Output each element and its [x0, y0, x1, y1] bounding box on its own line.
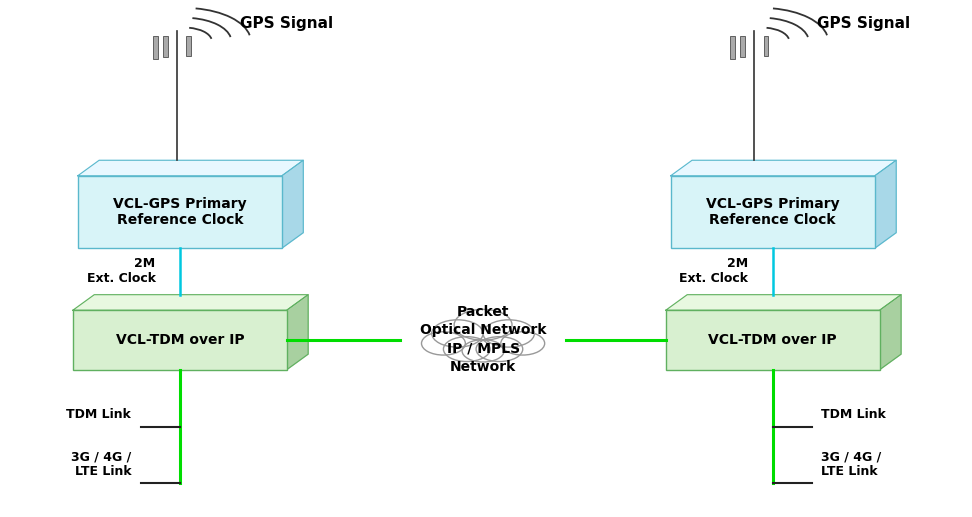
Text: 2M
Ext. Clock: 2M Ext. Clock	[679, 257, 748, 285]
Text: 3G / 4G /
LTE Link: 3G / 4G / LTE Link	[821, 450, 882, 478]
Circle shape	[443, 337, 490, 361]
Circle shape	[501, 332, 544, 355]
Bar	[764, 36, 769, 56]
Text: TDM Link: TDM Link	[821, 408, 886, 421]
Bar	[741, 36, 746, 57]
Bar	[162, 36, 167, 57]
Polygon shape	[73, 295, 308, 310]
Polygon shape	[666, 295, 901, 310]
Bar	[154, 36, 158, 59]
Circle shape	[462, 340, 504, 362]
Text: VCL-GPS Primary
Reference Clock: VCL-GPS Primary Reference Clock	[706, 197, 840, 227]
Circle shape	[476, 337, 523, 361]
Bar	[671, 176, 875, 248]
Bar	[666, 310, 880, 370]
Bar	[78, 176, 282, 248]
Bar	[731, 36, 736, 59]
Polygon shape	[287, 295, 308, 370]
Circle shape	[454, 309, 512, 340]
Text: VCL-TDM over IP: VCL-TDM over IP	[709, 333, 837, 347]
Text: TDM Link: TDM Link	[66, 408, 131, 421]
Polygon shape	[880, 295, 901, 370]
Text: GPS Signal: GPS Signal	[817, 16, 911, 31]
Text: 3G / 4G /
LTE Link: 3G / 4G / LTE Link	[71, 450, 131, 478]
Polygon shape	[282, 160, 303, 248]
Text: 2M
Ext. Clock: 2M Ext. Clock	[87, 257, 156, 285]
Polygon shape	[875, 160, 896, 248]
Text: GPS Signal: GPS Signal	[240, 16, 333, 31]
Polygon shape	[78, 160, 303, 176]
Circle shape	[422, 332, 466, 355]
Text: VCL-GPS Primary
Reference Clock: VCL-GPS Primary Reference Clock	[113, 197, 247, 227]
Polygon shape	[671, 160, 896, 176]
Circle shape	[483, 320, 535, 347]
Bar	[187, 36, 191, 56]
Bar	[73, 310, 287, 370]
Text: Packet
Optical Network
IP / MPLS
Network: Packet Optical Network IP / MPLS Network	[420, 305, 546, 374]
Circle shape	[432, 320, 483, 347]
Text: VCL-TDM over IP: VCL-TDM over IP	[116, 333, 244, 347]
